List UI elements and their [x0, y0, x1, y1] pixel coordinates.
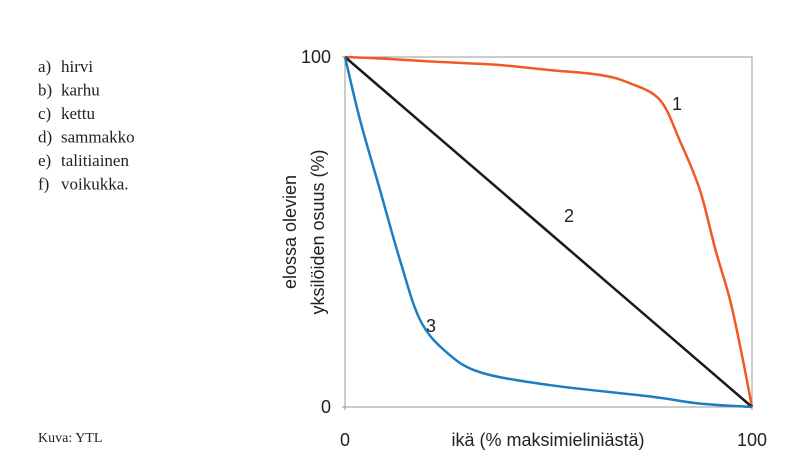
series-label: 3 — [426, 316, 436, 336]
list-letter: b) — [38, 81, 52, 100]
list-letter: a) — [38, 57, 51, 76]
credit: Kuva: YTL — [38, 431, 102, 446]
series-label: 2 — [564, 206, 574, 226]
line-series — [344, 56, 753, 408]
series-label: 1 — [672, 94, 682, 114]
list-item: kettu — [61, 104, 95, 123]
list-letter: f) — [38, 175, 49, 194]
x-tick-label: 0 — [340, 430, 350, 450]
list-item: voikukka. — [61, 175, 129, 194]
y-axis-label: elossa olevien — [280, 175, 300, 289]
y-tick-label: 0 — [321, 397, 331, 417]
x-tick-label: 100 — [737, 430, 767, 450]
y-tick-label: 100 — [301, 47, 331, 67]
list-letter: c) — [38, 104, 51, 123]
list-letter: e) — [38, 151, 51, 170]
list-item: talitiainen — [61, 151, 129, 170]
plot-frame — [344, 56, 753, 408]
list-letter: d) — [38, 128, 52, 147]
list-item: hirvi — [61, 57, 93, 76]
list-item: karhu — [61, 81, 100, 100]
line-series — [344, 55, 754, 408]
line-series — [343, 56, 753, 409]
x-axis-label: ikä (% maksimieliniästä) — [451, 430, 644, 450]
list-item: sammakko — [61, 128, 135, 147]
y-axis-label: yksilöiden osuus (%) — [308, 149, 328, 314]
